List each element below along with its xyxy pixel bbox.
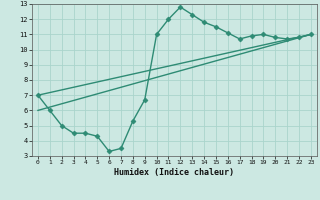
X-axis label: Humidex (Indice chaleur): Humidex (Indice chaleur) bbox=[115, 168, 234, 177]
